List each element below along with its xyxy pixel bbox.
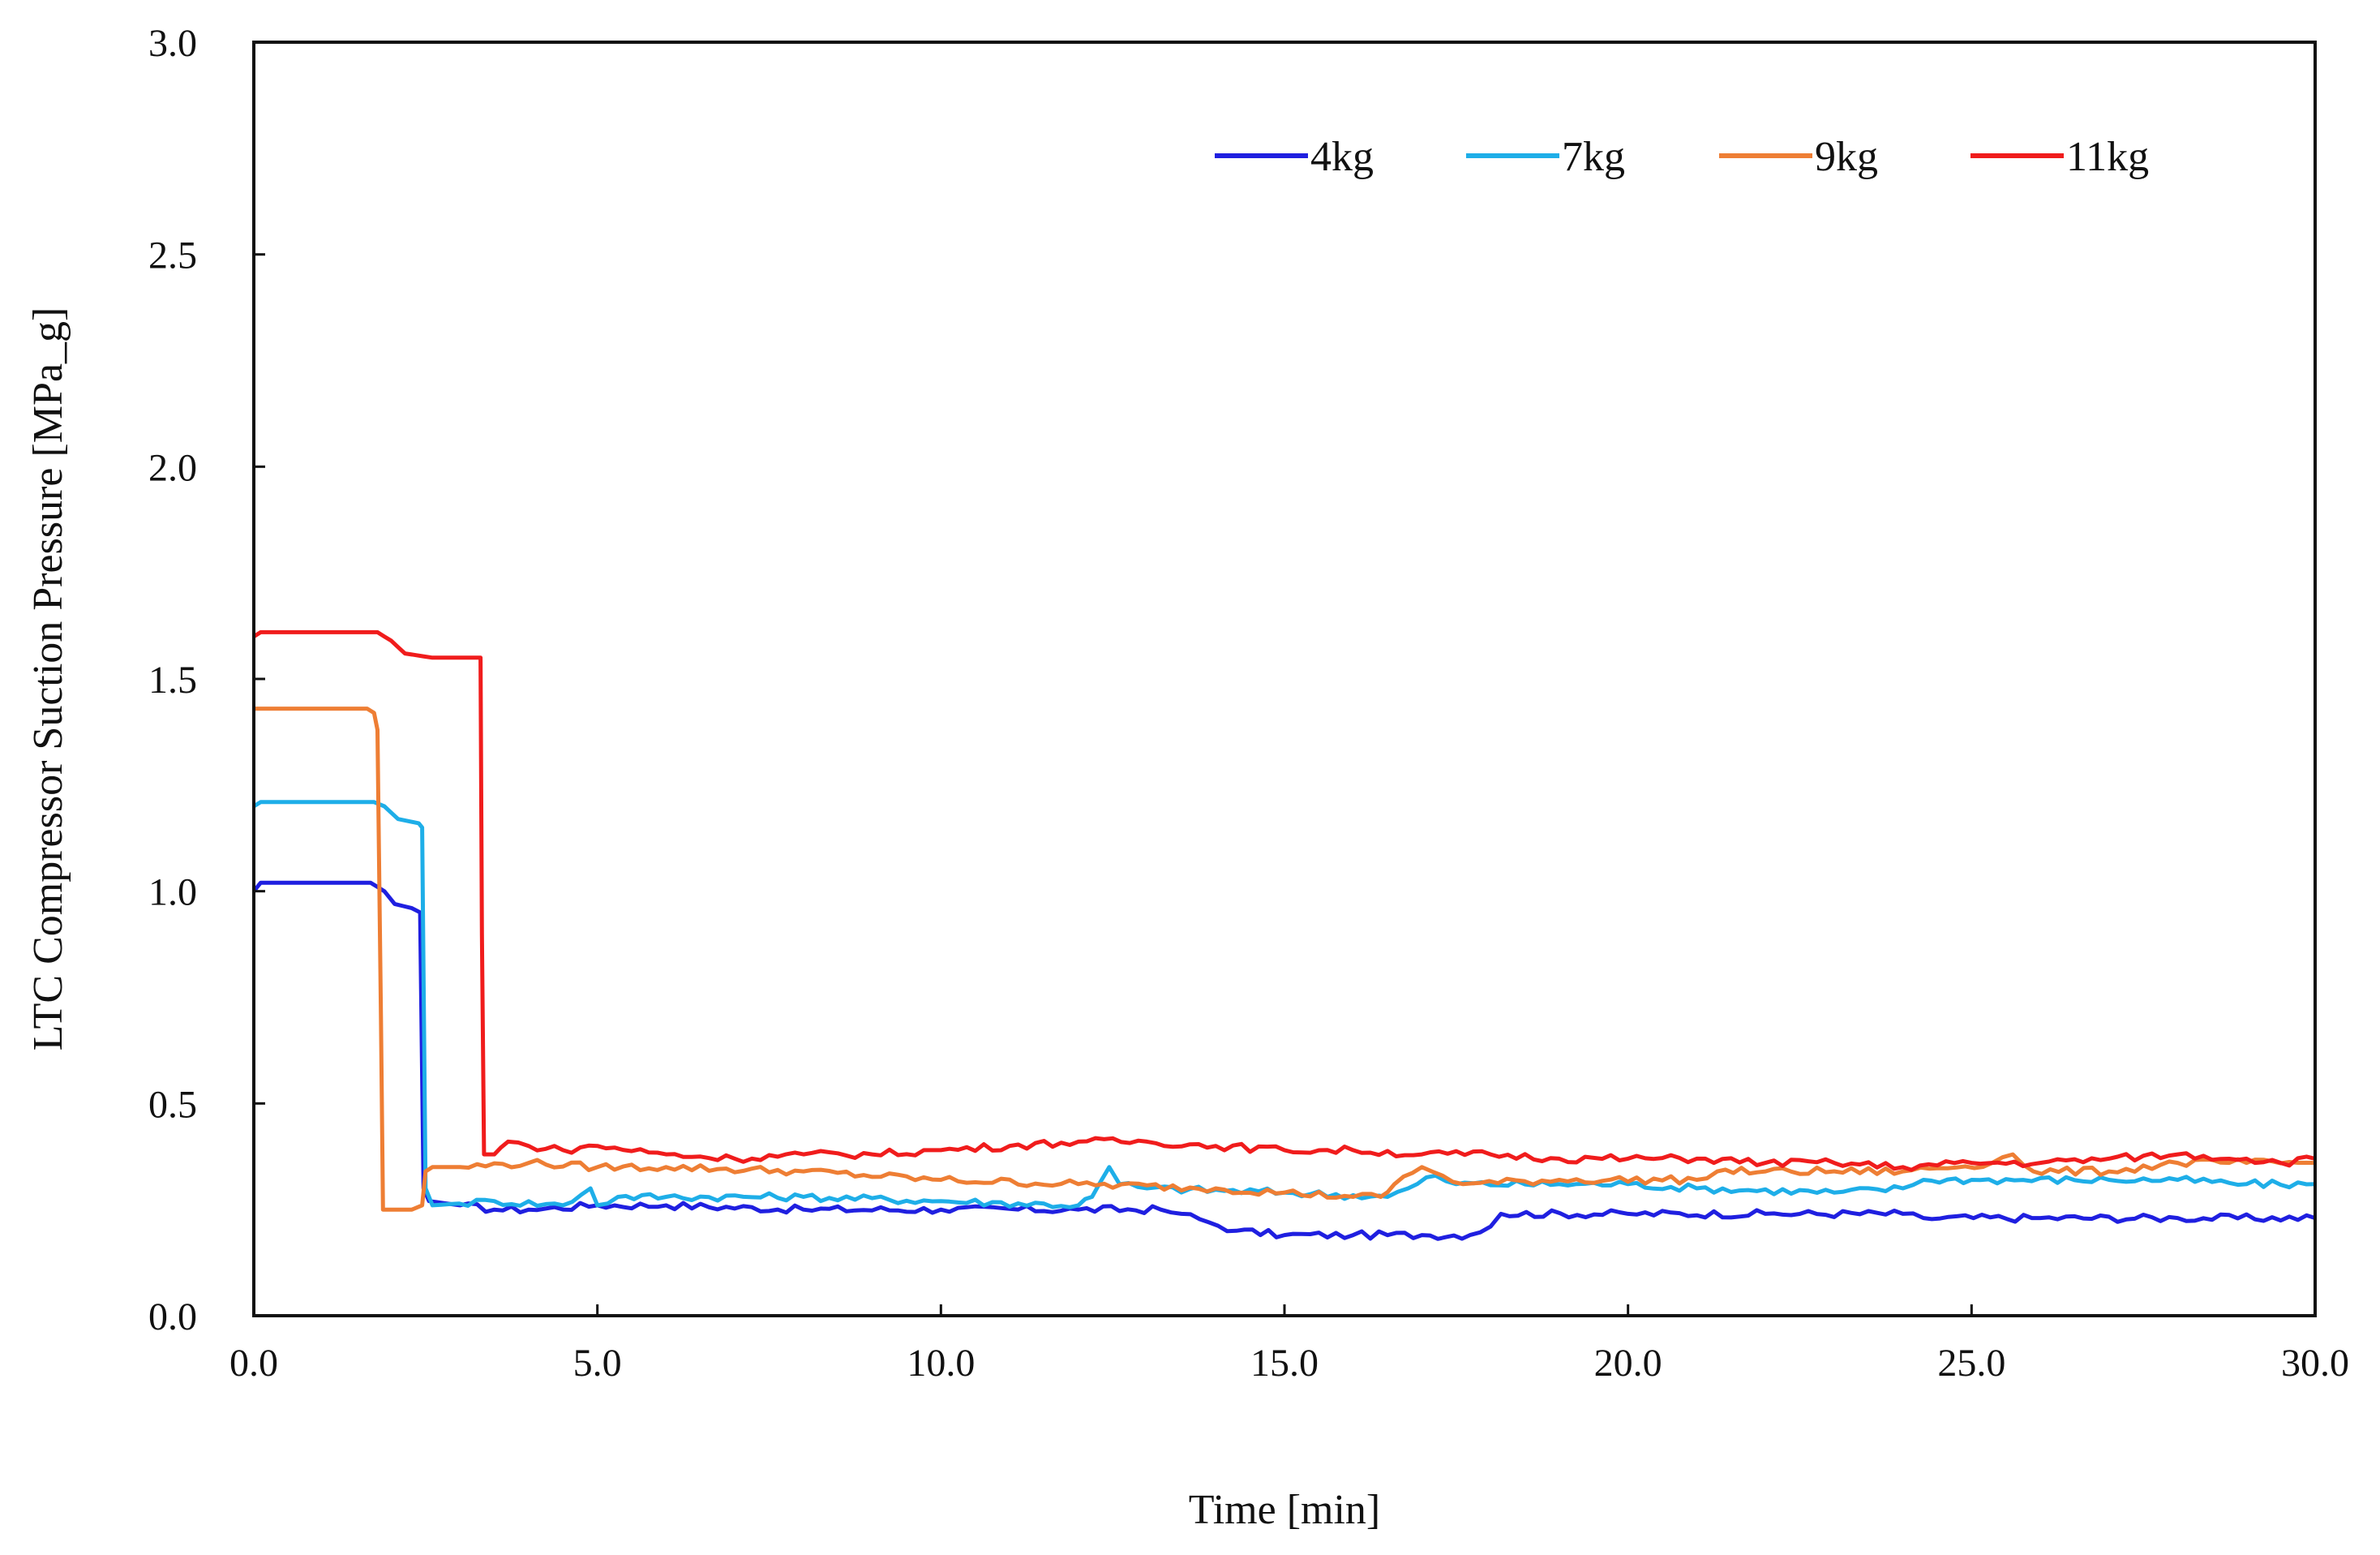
y-tick-label: 0.5 [148,1083,197,1126]
y-axis-title: LTC Compressor Suction Pressure [MPa_g] [25,307,71,1051]
ticks-layer: 0.0 5.0 10.0 15.0 20.0 25.0 30.0 0.0 0.5 1.0 1.5 2.… [148,22,2349,1385]
series-layer [252,629,2316,1241]
series-line-4kg [252,880,2316,1241]
legend-label-9kg: 9kg [1815,134,1878,180]
x-tick-label: 10.0 [907,1342,975,1385]
y-tick-label: 1.0 [148,871,197,914]
legend-label-4kg: 4kg [1310,134,1374,180]
x-tick-label: 0.0 [229,1342,278,1385]
legend-label-11kg: 11kg [2066,134,2149,180]
x-axis-title: Time [min] [1189,1487,1380,1533]
legend-label-7kg: 7kg [1562,134,1625,180]
x-tick-label: 15.0 [1250,1342,1319,1385]
y-tick-label: 0.0 [148,1295,197,1338]
series-line-9kg [254,707,2316,1212]
y-tick-label: 3.0 [148,22,197,65]
x-tick-label: 30.0 [2281,1342,2349,1385]
y-tick-label: 2.0 [148,446,197,489]
legend: 4kg 7kg 9kg 11kg [1215,134,2149,180]
x-tick-label: 5.0 [573,1342,622,1385]
series-line-11kg [252,629,2316,1172]
x-tick-label: 20.0 [1594,1342,1662,1385]
y-tick-label: 2.5 [148,234,197,277]
y-tick-label: 1.5 [148,659,197,702]
x-tick-label: 25.0 [1937,1342,2005,1385]
